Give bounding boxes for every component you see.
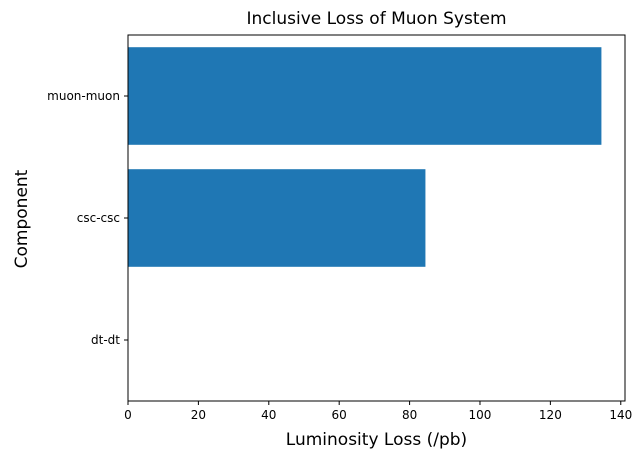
- bar-csc-csc: [128, 169, 426, 267]
- x-tick-label: 60: [332, 408, 347, 422]
- x-tick-label: 140: [609, 408, 632, 422]
- chart-title: Inclusive Loss of Muon System: [246, 9, 506, 29]
- y-tick-label: csc-csc: [77, 211, 120, 225]
- x-axis-label: Luminosity Loss (/pb): [286, 430, 467, 450]
- y-tick-label: dt-dt: [91, 333, 120, 347]
- bars-group: [128, 47, 602, 267]
- bar-muon-muon: [128, 47, 602, 145]
- x-tick-label: 20: [191, 408, 206, 422]
- ticks-group: muon-muon csc-csc dt-dt 0 20 40 60 80 100 120 140: [47, 89, 632, 422]
- x-tick-label: 0: [124, 408, 132, 422]
- x-tick-label: 120: [539, 408, 562, 422]
- x-tick-label: 80: [402, 408, 417, 422]
- y-axis-label: Component: [12, 169, 32, 268]
- y-tick-label: muon-muon: [47, 89, 120, 103]
- x-tick-label: 40: [261, 408, 276, 422]
- x-tick-label: 100: [469, 408, 492, 422]
